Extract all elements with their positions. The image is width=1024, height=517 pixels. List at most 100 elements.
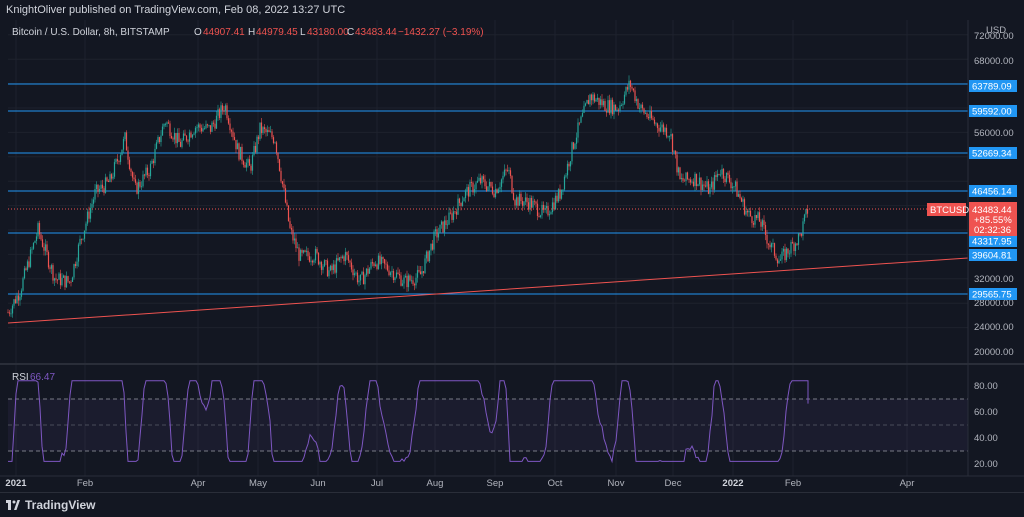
candle-body (188, 132, 191, 142)
candle-body (157, 137, 159, 143)
candle-body (695, 173, 698, 187)
close-label: C (347, 27, 354, 38)
candle-body (335, 258, 338, 273)
candle-body (409, 275, 411, 281)
candle-body (754, 215, 756, 225)
candle-body (782, 248, 785, 252)
candle-body (52, 265, 54, 281)
candle-body (398, 273, 401, 276)
candle-body (760, 221, 762, 227)
candle-body (472, 182, 474, 193)
candle-body (598, 97, 600, 105)
candle-body (253, 146, 255, 156)
candle-body (112, 176, 114, 179)
candle-body (638, 107, 641, 109)
candle-body (611, 99, 614, 115)
candle-body (487, 186, 489, 191)
candle-body (680, 177, 683, 180)
candle-body (151, 160, 153, 164)
candle-body (407, 275, 410, 288)
trendline[interactable] (7, 257, 969, 324)
time-tick-label: Oct (548, 478, 563, 489)
candle-body (490, 181, 492, 187)
candle-body (503, 169, 506, 176)
candle-body (341, 256, 344, 259)
candle-body (70, 281, 72, 283)
candle-body (508, 170, 510, 172)
candle-body (565, 175, 567, 177)
candle-body (710, 181, 713, 188)
candle-body (515, 197, 518, 206)
candle-body (497, 189, 500, 194)
candle-body (755, 215, 758, 219)
candle-body (547, 206, 549, 216)
candle-body (272, 137, 275, 143)
candle-body (452, 211, 455, 220)
candle-body (784, 248, 786, 261)
candle-body (226, 105, 228, 119)
candle-body (745, 210, 747, 215)
candle-body (76, 261, 78, 267)
candle-body (566, 163, 569, 176)
candle-body (179, 141, 182, 147)
candle-body (274, 142, 276, 144)
candle-body (238, 143, 240, 160)
candle-body (647, 117, 650, 119)
rsi-tick-label: 60.00 (974, 407, 998, 418)
candle-body (481, 176, 483, 184)
candle-body (626, 87, 629, 90)
candle-body (355, 272, 357, 274)
candle-body (202, 128, 204, 132)
rsi-tick-label: 20.00 (974, 459, 998, 470)
candle-body (629, 80, 632, 87)
level-badges: 63789.09 59592.00 52669.34 46456.14 43317.95… (969, 80, 1017, 301)
candle-body (142, 174, 144, 187)
candle-body (689, 179, 692, 183)
chart-area[interactable]: Bitcoin / U.S. Dollar, 8h, BITSTAMP O 44… (0, 20, 1024, 492)
candle-body (386, 264, 389, 271)
candle-body (662, 124, 665, 132)
candle-body (245, 162, 248, 168)
candle-body (535, 201, 537, 204)
rsi-axis[interactable]: 80.00 60.00 40.00 20.00 (974, 381, 998, 470)
candle-body (688, 179, 690, 180)
candle-body (241, 146, 243, 161)
candle-body (545, 206, 548, 209)
candle-body (316, 248, 318, 253)
candle-body (83, 230, 86, 239)
candle-body (35, 236, 38, 241)
candle-body (13, 299, 15, 306)
candle-body (358, 280, 360, 283)
time-tick-label: Aug (427, 478, 444, 489)
candle-body (55, 278, 57, 280)
candle-body (520, 193, 522, 202)
candle-body (361, 271, 363, 275)
candle-body (215, 115, 218, 129)
candle-body (347, 255, 350, 261)
time-axis[interactable]: 2021 Feb Apr May Jun Jul Aug Sep Oct Nov Dec 2022 Fe… (5, 478, 914, 489)
candle-body (524, 197, 527, 202)
candle-body (164, 123, 167, 125)
candle-body (149, 163, 152, 177)
candle-body (29, 249, 32, 267)
rsi-line (8, 380, 809, 464)
candle-body (406, 275, 408, 288)
candle-body (286, 202, 288, 206)
candle-body (610, 99, 612, 114)
candle-body (155, 142, 158, 149)
candle-body (761, 220, 764, 227)
candle-body (74, 264, 77, 267)
candle-body (307, 250, 309, 257)
candle-body (692, 181, 695, 186)
change-value: −1432.27 (−3.19%) (398, 27, 484, 38)
candle-body (122, 139, 125, 150)
current-symbol: BTCUSD (930, 205, 969, 216)
candle-body (664, 127, 666, 132)
candle-body (298, 247, 300, 261)
candle-body (434, 229, 437, 232)
candle-body (518, 193, 521, 206)
candle-body (352, 269, 354, 276)
candle-body (325, 260, 327, 262)
candle-body (79, 238, 81, 245)
tradingview-logo[interactable]: TradingView (6, 493, 95, 517)
